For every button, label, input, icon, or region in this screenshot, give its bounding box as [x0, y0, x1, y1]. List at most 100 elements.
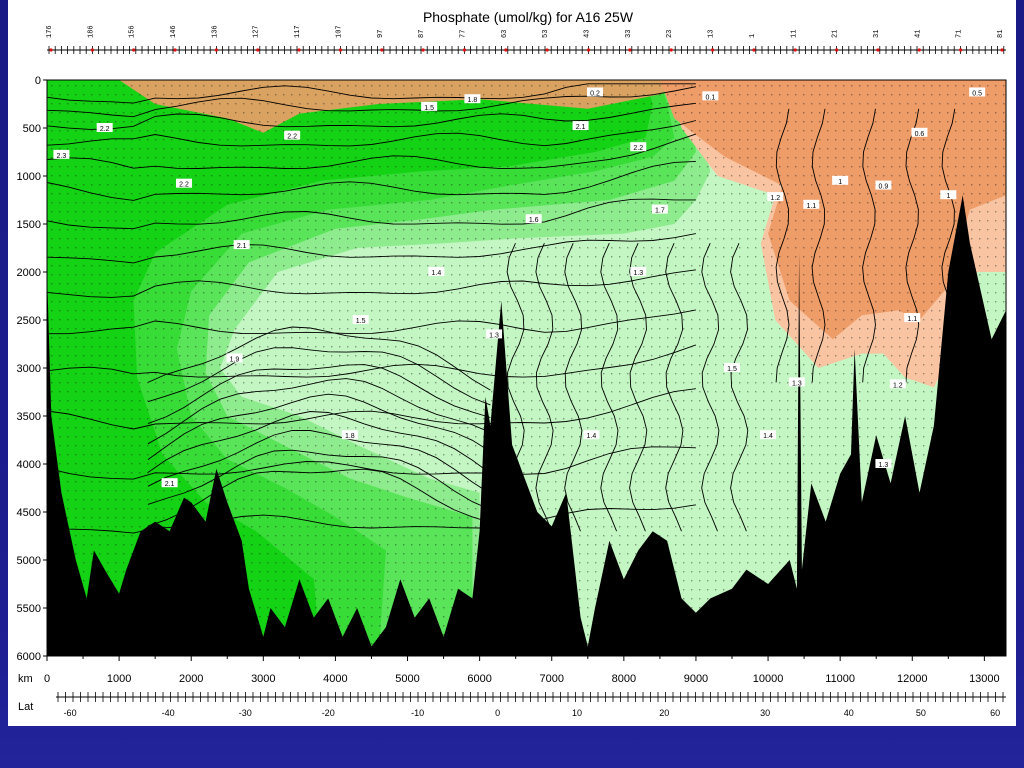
lat-tick-label: -60 — [64, 708, 77, 718]
contour-label: 1.1 — [907, 316, 917, 323]
station-number: 87 — [418, 30, 426, 38]
station-number: 43 — [584, 30, 592, 38]
contour-line — [47, 133, 697, 170]
station-marker — [380, 48, 384, 52]
contour-label: 2.1 — [165, 481, 175, 488]
contour-label-box — [904, 313, 921, 323]
contour-line — [775, 108, 790, 383]
contour-label-box — [572, 121, 589, 131]
contour-line — [47, 233, 696, 264]
contour-line — [564, 243, 583, 532]
lat-axis-label: Lat — [18, 701, 33, 713]
x-tick-label: 5000 — [395, 673, 419, 685]
contour-line — [811, 108, 826, 383]
x-tick-label: 4000 — [323, 673, 347, 685]
lat-tick-label: -30 — [239, 708, 252, 718]
station-marker — [876, 48, 880, 52]
latitude-axis: -60 -40 -30 -20 -10 0 10 20 30 40 50 60 — [56, 692, 1006, 718]
contour-label: 1.6 — [529, 217, 539, 224]
x-tick-label: 7000 — [539, 673, 563, 685]
station-marker — [421, 48, 425, 52]
x-tick-label: 8000 — [612, 673, 636, 685]
station-marker — [214, 48, 218, 52]
contour-label: 1.5 — [356, 318, 366, 325]
contour-line — [629, 243, 648, 532]
station-number: 13 — [708, 30, 716, 38]
station-number: 21 — [832, 30, 840, 38]
station-marker — [586, 48, 591, 52]
y-tick-label: 4000 — [17, 459, 41, 471]
contour-label-box — [767, 192, 784, 202]
y-tick-label: 1000 — [17, 171, 41, 183]
x-tick-label: 11000 — [825, 673, 855, 685]
y-axis: 0 500 1000 1500 2000 2500 3000 3500 4000 4500 5000… — [17, 75, 47, 663]
contour-label-box — [889, 379, 906, 389]
contour-label-box — [421, 101, 438, 111]
chart-panel: Phosphate (umol/kg) for A16 25W 176 186 15… — [8, 0, 1016, 726]
contour-label-box — [702, 91, 719, 101]
station-number: 53 — [542, 30, 550, 38]
station-marker — [1000, 48, 1004, 52]
y-tick-label: 500 — [23, 123, 41, 135]
contour-label-box — [969, 87, 986, 97]
x-tick-label: 12000 — [897, 673, 928, 685]
station-marker — [132, 48, 136, 52]
contour-label-box — [53, 149, 70, 159]
contour-label: 0.1 — [706, 94, 716, 101]
station-number: 71 — [956, 30, 964, 38]
contour-line — [147, 393, 491, 460]
contour-line — [47, 309, 696, 335]
station-number: 77 — [459, 30, 467, 38]
station-marker — [710, 48, 715, 52]
contour-label-box — [341, 430, 358, 440]
contour-label: 1 — [838, 179, 842, 186]
station-marker — [752, 48, 756, 52]
y-tick-label: 1500 — [17, 219, 41, 231]
station-number: 156 — [129, 25, 137, 38]
contour-label: 0.5 — [972, 90, 982, 97]
contour-line — [47, 83, 696, 104]
contour-line — [665, 243, 684, 532]
y-tick-label: 2000 — [17, 267, 41, 279]
x-tick-label: 2000 — [179, 673, 203, 685]
contour-line — [535, 243, 554, 532]
y-tick-label: 6000 — [17, 651, 41, 663]
y-tick-label: 4500 — [17, 507, 41, 519]
contour-label: 2.2 — [100, 126, 110, 133]
contour-line — [147, 411, 491, 474]
y-tick-label: 3500 — [17, 411, 41, 423]
contour-label-box — [352, 315, 369, 324]
x-tick-label: 10000 — [753, 673, 784, 685]
contour-label-box — [832, 175, 849, 185]
station-number: 186 — [87, 25, 95, 38]
station-marker — [504, 48, 508, 52]
lat-tick-label: 0 — [495, 708, 500, 718]
contour-label: 1 — [946, 193, 950, 200]
lat-tick-label: 50 — [916, 708, 926, 718]
station-number: 97 — [377, 30, 385, 38]
contour-label: 1.8 — [468, 97, 478, 104]
x-tick-label: 9000 — [684, 673, 708, 685]
contour-label: 2.2 — [633, 145, 643, 152]
x-tick-label: 0 — [44, 673, 50, 685]
station-marker — [256, 48, 260, 52]
contour-line — [47, 120, 697, 147]
contour-label: 1.3 — [633, 270, 643, 277]
y-tick-label: 2500 — [17, 315, 41, 327]
contour-line — [47, 388, 696, 430]
lat-tick-label: 60 — [990, 708, 1000, 718]
lat-tick-label: -10 — [411, 708, 424, 718]
contour-line — [47, 344, 697, 378]
contour-label-box — [875, 180, 892, 190]
contour-label-box — [96, 123, 113, 132]
contour-label: 2.2 — [179, 182, 189, 189]
station-marker — [793, 48, 797, 52]
contour-label-box — [428, 267, 445, 276]
station-marker — [90, 48, 94, 52]
station-number: 136 — [211, 25, 219, 38]
station-marker — [628, 48, 632, 52]
station-number: 127 — [253, 25, 261, 38]
x-tick-label: 3000 — [251, 673, 275, 685]
contour-line — [147, 326, 491, 391]
